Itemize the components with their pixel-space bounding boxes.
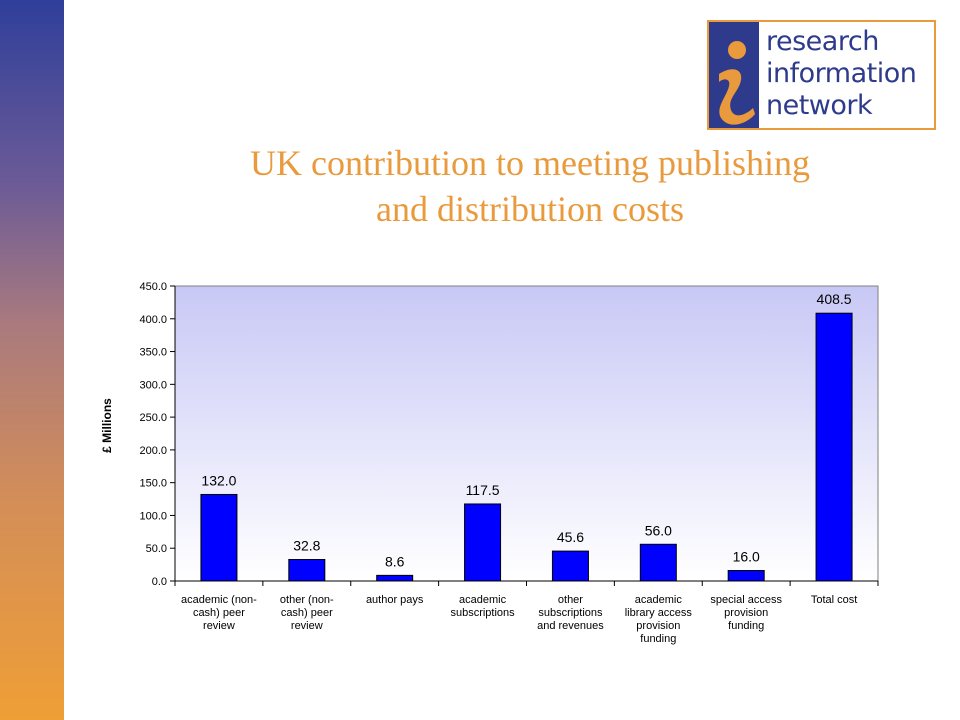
category-label: academic — [459, 594, 507, 606]
category-label: review — [291, 620, 323, 632]
logo-line: information — [766, 58, 917, 89]
value-labels: 132.0 32.8 8.6 117.5 45.6 56.0 16.0 408.5 — [201, 291, 851, 569]
category-label: provision — [724, 607, 768, 619]
y-axis: 0.0 50.0 100.0 150.0 200.0 250.0 300.0 350.0 400… — [139, 281, 176, 588]
bar — [727, 570, 765, 582]
bar-value-label: 16.0 — [733, 549, 760, 565]
bar — [551, 550, 589, 582]
logo-line: network — [766, 90, 873, 121]
bar-value-label: 132.0 — [201, 472, 236, 488]
category-label: subscriptions — [450, 607, 515, 619]
bar-value-label: 8.6 — [385, 553, 405, 569]
category-label: other — [558, 594, 583, 606]
category-label: cash) peer — [281, 607, 333, 619]
category-label: academic (non- — [181, 594, 257, 606]
category-label: special access — [710, 594, 782, 606]
category-label: provision — [636, 620, 680, 632]
y-tick-label: 300.0 — [139, 379, 167, 391]
bar — [288, 558, 326, 582]
logo-line: research — [766, 26, 879, 57]
bar — [376, 574, 414, 582]
plot-area — [174, 285, 879, 582]
category-label: funding — [728, 620, 764, 632]
title-line-2: and distribution costs — [376, 189, 684, 229]
bars — [200, 312, 853, 582]
logo: research information network — [707, 20, 936, 130]
category-label: funding — [640, 633, 676, 645]
y-tick-label: 250.0 — [139, 412, 167, 424]
logo-wordmark: research information network — [766, 26, 917, 122]
category-label: library access — [625, 607, 693, 619]
logo-i-icon — [709, 22, 759, 128]
y-tick-label: 400.0 — [139, 314, 167, 326]
y-tick-label: 200.0 — [139, 445, 167, 457]
bar — [639, 543, 677, 582]
y-tick-label: 0.0 — [152, 576, 167, 588]
y-tick-label: 150.0 — [139, 478, 167, 490]
y-tick-label: 450.0 — [139, 281, 167, 293]
y-axis-label: £ Millions — [100, 398, 114, 453]
bar-value-label: 56.0 — [645, 522, 672, 538]
category-label: Total cost — [811, 594, 857, 606]
bar — [200, 493, 238, 582]
y-tick-label: 100.0 — [139, 510, 167, 522]
category-label: subscriptions — [538, 607, 603, 619]
bar — [464, 503, 502, 582]
bar-value-label: 45.6 — [557, 529, 584, 545]
title-line-1: UK contribution to meeting publishing — [250, 143, 810, 183]
category-label: review — [203, 620, 235, 632]
category-label: and revenues — [537, 620, 604, 632]
category-label: other (non- — [280, 594, 334, 606]
category-label: author pays — [366, 594, 424, 606]
page-title: UK contribution to meeting publishing an… — [100, 140, 960, 232]
bar-value-label: 32.8 — [293, 537, 320, 553]
bar-value-label: 117.5 — [466, 482, 500, 498]
bar — [815, 312, 853, 582]
y-tick-label: 350.0 — [139, 347, 167, 359]
side-gradient-bar — [0, 0, 64, 720]
x-axis — [174, 580, 879, 586]
category-label: cash) peer — [193, 607, 245, 619]
bar-value-label: 408.5 — [817, 291, 852, 307]
y-tick-label: 50.0 — [146, 543, 167, 555]
category-label: academic — [635, 594, 683, 606]
